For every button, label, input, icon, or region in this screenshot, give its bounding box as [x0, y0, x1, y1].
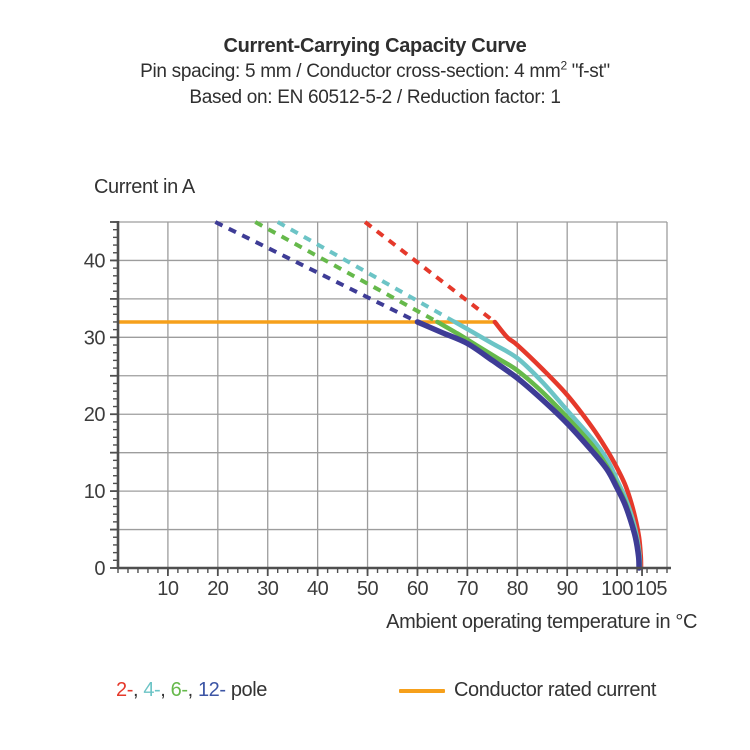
x-tick-label: 50: [357, 578, 379, 600]
curve-4-pole: [452, 319, 643, 571]
x-tick-labels: 10 20 30 40 50 60 70 80 90 100 105: [157, 578, 668, 600]
x-tick-label: 20: [207, 578, 229, 600]
curve-12-pole: [414, 319, 642, 571]
axes: [116, 221, 671, 570]
subtitle-superscript: 2: [560, 58, 567, 73]
legend-separator: ,: [187, 679, 198, 701]
y-tick-label: 20: [84, 404, 106, 426]
gridlines: [118, 221, 668, 568]
legend-pole-label: 6-: [170, 679, 188, 701]
x-tick-label: 40: [307, 578, 329, 600]
dashed-curve-6-pole: [254, 220, 439, 324]
x-tick-label: 60: [407, 578, 429, 600]
y-tick-labels: 0 10 20 30 40: [84, 250, 106, 580]
rated-current-swatch: [399, 688, 445, 693]
chart-subtitle: Pin spacing: 5 mm / Conductor cross-sect…: [0, 59, 750, 85]
chart-canvas: 10 20 30 40 50 60 70 80 90 100 105 0 10 20 30 40: [84, 220, 671, 600]
legend-poles-suffix: pole: [225, 679, 268, 701]
subtitle-pre: Pin spacing: 5 mm / Conductor cross-sect…: [140, 61, 561, 82]
ticks: [110, 221, 668, 576]
x-tick-label: 105: [635, 578, 667, 600]
legend-poles: 2-, 4-, 6-, 12- pole: [116, 679, 267, 702]
x-tick-label: 10: [157, 578, 179, 600]
dashed-curve-4-pole: [276, 220, 456, 324]
y-tick-label: 0: [94, 558, 105, 580]
x-tick-label: 80: [507, 578, 529, 600]
x-tick-label: 70: [457, 578, 479, 600]
y-tick-label: 30: [84, 327, 106, 349]
x-axis-title: Ambient operating temperature in °C: [386, 611, 697, 633]
legend-separator: ,: [160, 679, 171, 701]
dashed-curve-2-pole: [363, 220, 497, 324]
dashed-curves: [214, 220, 497, 324]
subtitle-post: "f-st": [566, 61, 610, 82]
y-tick-label: 10: [84, 481, 106, 503]
x-tick-label: 100: [601, 578, 633, 600]
solid-curves: [414, 319, 644, 571]
legend-separator: ,: [132, 679, 144, 701]
legend-pole-label: 2-: [116, 679, 133, 701]
x-tick-label: 30: [257, 578, 279, 600]
chart-header: Current-Carrying Capacity Curve Pin spac…: [0, 33, 750, 111]
y-axis-title: Current in A: [94, 176, 195, 198]
x-tick-label: 90: [557, 578, 579, 600]
y-tick-label: 40: [84, 250, 106, 272]
legend-pole-label: 12-: [197, 679, 226, 701]
rated-current-label: Conductor rated current: [454, 679, 657, 701]
chart-title: Current-Carrying Capacity Curve: [223, 35, 527, 57]
legend-rated-current: Conductor rated current: [399, 679, 656, 702]
dashed-curve-12-pole: [214, 220, 419, 324]
chart-basis: Based on: EN 60512-5-2 / Reduction facto…: [189, 87, 561, 108]
legend-pole-label: 4-: [143, 679, 161, 701]
